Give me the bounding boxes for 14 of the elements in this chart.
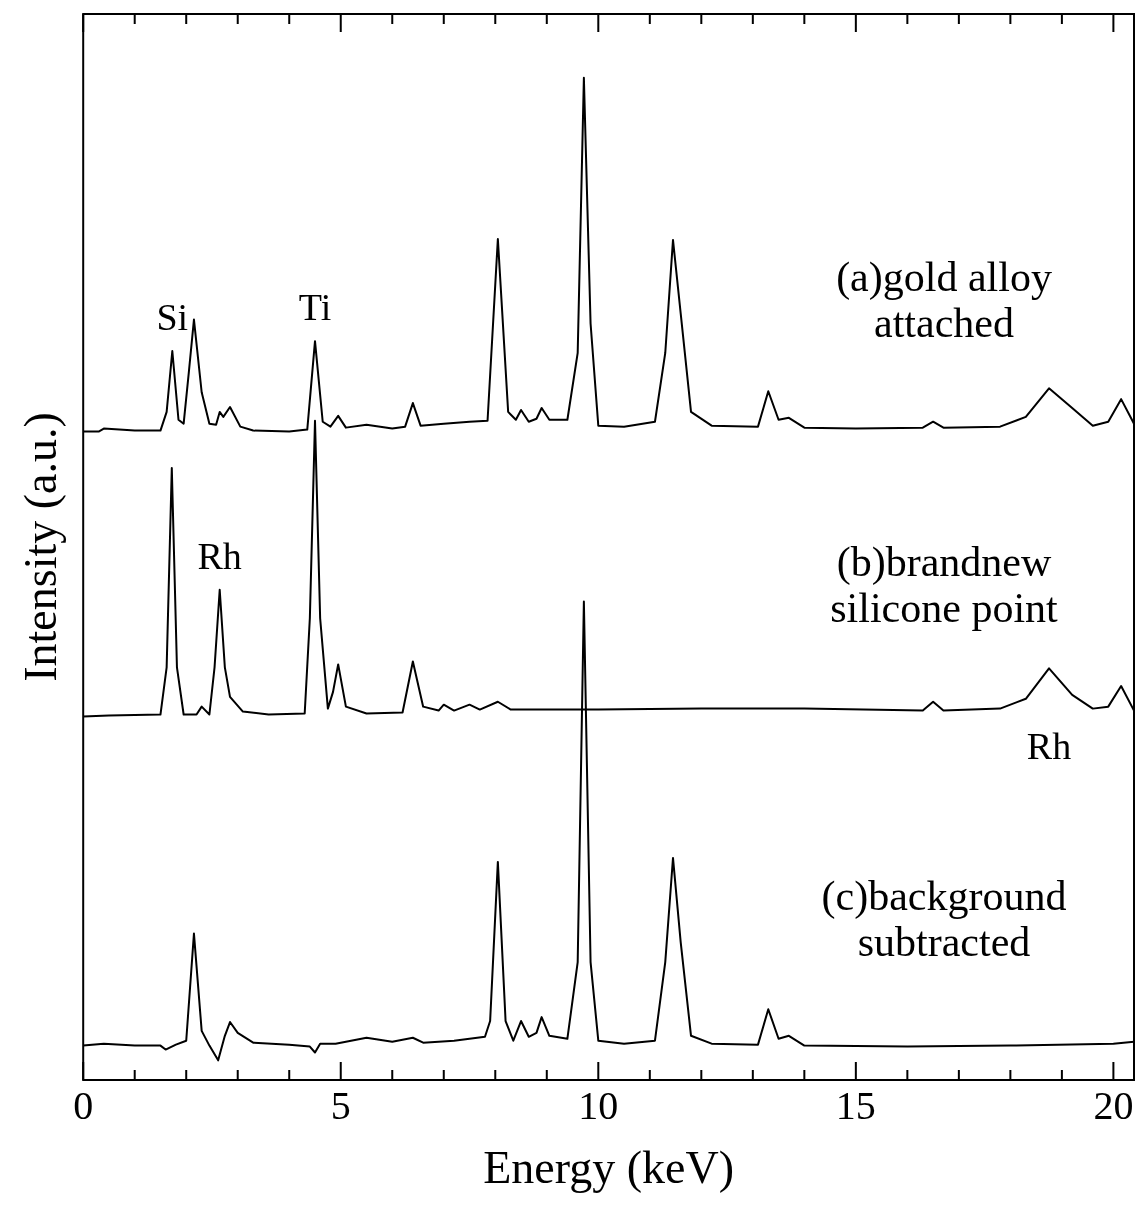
- annotation: Rh: [197, 534, 242, 577]
- x-axis-title: Energy (keV): [483, 1142, 734, 1194]
- x-tick-label: 5: [330, 1082, 351, 1128]
- x-tick-label: 15: [835, 1082, 876, 1128]
- annotation: Si: [156, 295, 189, 338]
- annotation: Ti: [298, 286, 332, 329]
- series-label: (b)brandnew silicone point: [830, 538, 1059, 631]
- series-label: (a)gold alloy attached: [836, 253, 1052, 346]
- x-tick-label: 20: [1093, 1082, 1134, 1128]
- annotation: Rh: [1026, 725, 1072, 768]
- x-tick-label: 10: [578, 1082, 619, 1128]
- y-axis-title: Intensity (a.u.): [14, 412, 66, 682]
- x-tick-label: 0: [73, 1082, 94, 1128]
- series-label: (c)background subtracted: [821, 872, 1067, 965]
